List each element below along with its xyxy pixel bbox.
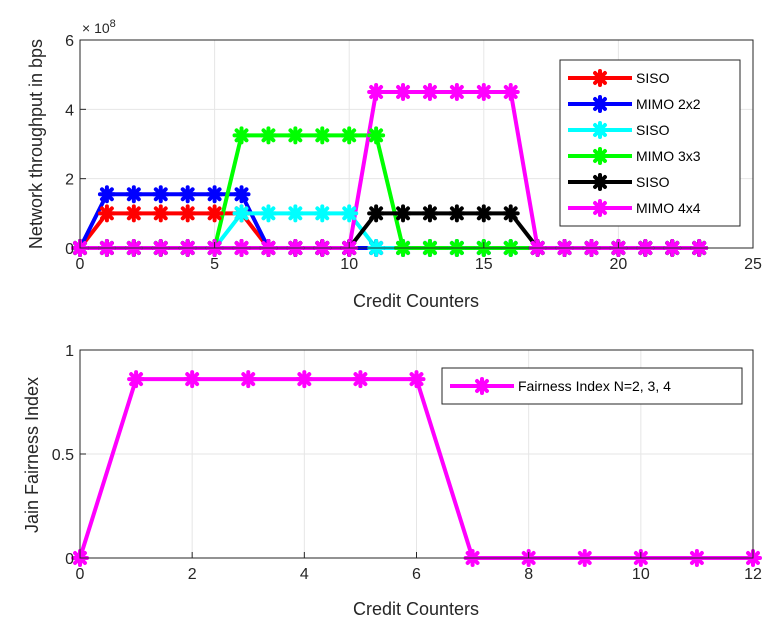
x-tick-label: 4: [300, 566, 309, 583]
x-tick-label: 0: [76, 566, 85, 583]
x-ticks-bottom: 0 2 4 6 8 10 12: [76, 552, 762, 583]
y-tick-label: 0: [65, 551, 74, 568]
legend-box: [559, 59, 741, 227]
x-axis-label-bottom: Credit Counters: [353, 599, 479, 619]
y-axis-label-bottom: Jain Fairness Index: [22, 377, 42, 533]
data-point: [259, 126, 278, 145]
legend-label: SISO: [636, 70, 670, 86]
data-point: [474, 204, 493, 223]
data-point: [124, 204, 143, 223]
data-point: [501, 204, 520, 223]
legend-label: MIMO 3x3: [636, 148, 701, 164]
x-tick-label: 10: [632, 566, 650, 583]
data-point: [313, 126, 332, 145]
data-point: [286, 126, 305, 145]
legend-label: SISO: [636, 174, 670, 190]
x-tick-label: 25: [744, 256, 762, 273]
data-point: [407, 370, 426, 389]
y-tick-label: 2: [65, 172, 74, 189]
data-point: [420, 204, 439, 223]
data-point: [205, 185, 224, 204]
x-tick-label: 12: [744, 566, 762, 583]
x-ticks-top: 0 5 10 15 20 25: [76, 242, 762, 273]
legend-swatch-marker: [591, 173, 609, 191]
legend-bottom: Fairness Index N=2, 3, 4: [441, 367, 743, 405]
y-exponent-power: 8: [110, 18, 116, 30]
data-point: [367, 204, 386, 223]
data-point: [394, 83, 413, 101]
y-tick-label: 1: [65, 343, 74, 360]
x-tick-label: 0: [76, 256, 85, 273]
y-ticks-bottom: 00.51: [52, 343, 86, 568]
legend-swatch-marker: [473, 377, 491, 395]
data-point: [286, 204, 305, 223]
data-point: [367, 126, 386, 145]
chart-fairness: 0 2 4 6 8 10 12 00.51 Credit Counters Jain Fai…: [22, 343, 762, 619]
y-axis-label-top: Network throughput in bps: [26, 39, 46, 249]
data-point: [447, 83, 466, 101]
data-point: [151, 185, 170, 204]
x-tick-label: 6: [412, 566, 421, 583]
data-point: [97, 185, 116, 204]
x-tick-label: 15: [475, 256, 493, 273]
data-point: [178, 185, 197, 204]
legend-swatch-marker: [591, 199, 609, 217]
legend-label: Fairness Index N=2, 3, 4: [518, 378, 671, 394]
data-point: [420, 83, 439, 101]
data-point: [295, 370, 314, 389]
chart-throughput: 0 5 10 15 20 25 0 2 4 6 × 108 Credit Counters Ne…: [26, 18, 762, 311]
x-tick-label: 10: [340, 256, 358, 273]
data-point: [474, 83, 493, 101]
data-point: [232, 126, 251, 145]
legend-label: MIMO 4x4: [636, 200, 701, 216]
y-tick-label: 4: [65, 102, 74, 119]
y-ticks-top: 0 2 4 6: [65, 33, 86, 258]
x-tick-label: 20: [610, 256, 628, 273]
data-point: [183, 370, 202, 389]
y-tick-label: 0.5: [52, 447, 74, 464]
x-tick-label: 2: [188, 566, 197, 583]
x-axis-label-top: Credit Counters: [353, 291, 479, 311]
data-point: [351, 370, 370, 389]
data-point: [340, 126, 359, 145]
legend-swatch-marker: [591, 121, 609, 139]
data-point: [447, 204, 466, 223]
data-point: [151, 204, 170, 223]
data-point: [127, 370, 146, 389]
legend-label: SISO: [636, 122, 670, 138]
y-exponent-base: × 10: [82, 20, 110, 36]
legend-swatch-marker: [591, 147, 609, 165]
data-point: [259, 204, 278, 223]
plot-frame-top: [79, 39, 754, 249]
data-point: [313, 204, 332, 223]
legend-top: SISO MIMO 2x2 SISO MIMO 3x3 SISO MIMO 4x4: [559, 59, 741, 227]
data-point: [232, 204, 251, 223]
legend-swatch-marker: [591, 95, 609, 113]
data-point: [124, 185, 143, 204]
data-point: [394, 204, 413, 223]
legend-swatch-marker: [591, 69, 609, 87]
data-point: [340, 204, 359, 223]
y-tick-label: 6: [65, 33, 74, 50]
data-point: [232, 185, 251, 204]
y-exponent: × 108: [82, 18, 116, 36]
x-tick-label: 8: [524, 566, 533, 583]
y-tick-label: 0: [65, 241, 74, 258]
data-point: [239, 370, 258, 389]
x-tick-label: 5: [210, 256, 219, 273]
data-point: [205, 204, 224, 223]
legend-label: MIMO 2x2: [636, 96, 701, 112]
data-point: [367, 83, 386, 101]
data-point: [178, 204, 197, 223]
data-point: [501, 83, 520, 101]
data-point: [97, 204, 116, 223]
